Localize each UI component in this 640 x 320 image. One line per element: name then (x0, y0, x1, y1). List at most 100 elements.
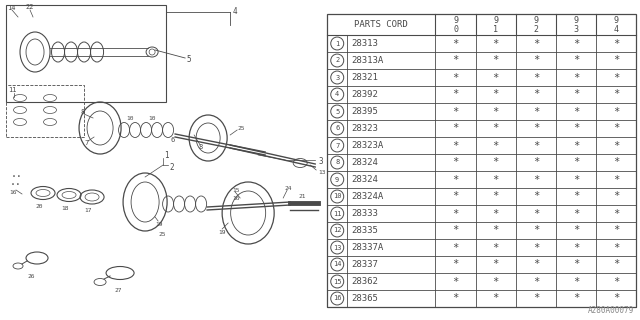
Text: 4: 4 (613, 25, 618, 34)
Text: *: * (573, 174, 579, 185)
Text: 19: 19 (155, 221, 163, 227)
Text: 8: 8 (80, 109, 84, 115)
Text: 28323: 28323 (351, 124, 378, 133)
Text: *: * (532, 209, 539, 219)
Text: *: * (532, 107, 539, 116)
Text: 8: 8 (335, 159, 339, 165)
Text: *: * (532, 157, 539, 167)
Text: 12: 12 (333, 228, 342, 234)
Text: *: * (573, 38, 579, 49)
Text: *: * (493, 209, 499, 219)
Text: 13: 13 (318, 170, 326, 174)
Text: *: * (573, 124, 579, 133)
Text: *: * (532, 276, 539, 286)
Text: *: * (493, 191, 499, 202)
Text: 16: 16 (232, 196, 239, 202)
Text: 2: 2 (335, 58, 339, 63)
Text: 21: 21 (298, 195, 306, 199)
Text: 9: 9 (453, 16, 458, 25)
Text: *: * (532, 55, 539, 66)
Text: *: * (452, 209, 459, 219)
Text: 15: 15 (232, 188, 239, 193)
Text: *: * (613, 140, 619, 150)
Text: *: * (613, 107, 619, 116)
Text: 17: 17 (84, 209, 92, 213)
Text: 15: 15 (333, 278, 342, 284)
Text: *: * (532, 191, 539, 202)
Text: *: * (573, 157, 579, 167)
Text: 16: 16 (9, 190, 17, 196)
Text: 9: 9 (335, 177, 339, 182)
Text: *: * (532, 226, 539, 236)
Text: *: * (493, 157, 499, 167)
Text: *: * (613, 157, 619, 167)
Text: 28365: 28365 (351, 294, 378, 303)
Text: 6: 6 (170, 137, 174, 143)
Text: *: * (452, 157, 459, 167)
Text: *: * (493, 276, 499, 286)
Text: *: * (613, 276, 619, 286)
Text: *: * (573, 191, 579, 202)
Text: 26: 26 (27, 274, 35, 278)
Text: *: * (613, 243, 619, 252)
Text: *: * (452, 90, 459, 100)
Text: 28321: 28321 (351, 73, 378, 82)
Text: *: * (493, 226, 499, 236)
Text: *: * (532, 140, 539, 150)
Text: 6: 6 (335, 125, 339, 132)
Text: 28337A: 28337A (351, 243, 383, 252)
Text: 19: 19 (218, 229, 226, 235)
Text: 27: 27 (114, 287, 122, 292)
Text: 28395: 28395 (351, 107, 378, 116)
Text: *: * (452, 140, 459, 150)
Text: 5: 5 (186, 54, 191, 63)
Text: 3: 3 (318, 156, 323, 165)
Text: *: * (573, 209, 579, 219)
Text: 0: 0 (453, 25, 458, 34)
Text: *: * (452, 260, 459, 269)
Text: *: * (452, 226, 459, 236)
Text: 5: 5 (335, 108, 339, 115)
Text: 9: 9 (613, 16, 618, 25)
Text: *: * (493, 38, 499, 49)
Text: *: * (493, 140, 499, 150)
Text: *: * (532, 90, 539, 100)
Text: 9: 9 (493, 16, 498, 25)
Text: *: * (613, 55, 619, 66)
Text: *: * (452, 276, 459, 286)
Text: 28313: 28313 (351, 39, 378, 48)
Text: *: * (452, 55, 459, 66)
Text: 25: 25 (158, 231, 166, 236)
Text: 28324A: 28324A (351, 192, 383, 201)
Text: 3: 3 (335, 75, 339, 81)
Text: *: * (573, 276, 579, 286)
Text: *: * (613, 293, 619, 303)
Text: 11: 11 (8, 87, 17, 93)
Text: *: * (573, 260, 579, 269)
Text: 1: 1 (493, 25, 498, 34)
Text: *: * (532, 260, 539, 269)
Text: 28313A: 28313A (351, 56, 383, 65)
Text: 10: 10 (148, 116, 156, 121)
Text: *: * (493, 243, 499, 252)
Text: *: * (532, 73, 539, 83)
Bar (6, 85, 84, 137)
Text: 3: 3 (573, 25, 579, 34)
Text: *: * (452, 174, 459, 185)
Text: 9: 9 (573, 16, 579, 25)
Text: 28333: 28333 (351, 209, 378, 218)
Text: 10: 10 (126, 116, 134, 121)
Text: 28324: 28324 (351, 175, 378, 184)
Text: 14: 14 (333, 261, 342, 268)
Text: 16: 16 (333, 295, 342, 301)
Text: *: * (493, 293, 499, 303)
Text: 1: 1 (335, 41, 339, 46)
Text: *: * (493, 174, 499, 185)
Text: *: * (493, 124, 499, 133)
Text: *: * (452, 293, 459, 303)
Text: 14: 14 (7, 5, 15, 11)
Text: *: * (493, 90, 499, 100)
Text: *: * (493, 55, 499, 66)
Text: 4: 4 (335, 92, 339, 98)
Text: *: * (452, 107, 459, 116)
